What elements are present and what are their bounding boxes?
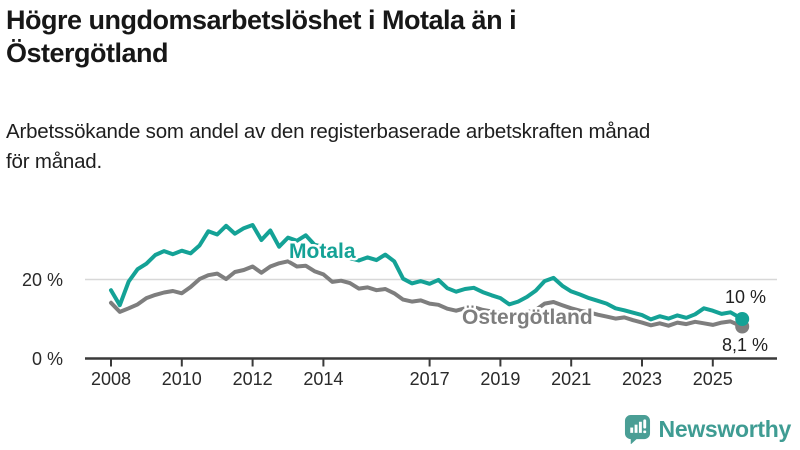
x-tick-label-2010: 2010 [162, 369, 202, 389]
motala-series-label: Motala [289, 240, 356, 263]
chart-subtitle: Arbetssökande som andel av den registerb… [6, 120, 651, 173]
newsworthy-wordmark: Newsworthy [658, 415, 792, 442]
ostergotland-series-label: Östergötland [462, 306, 593, 329]
x-tick-label-2023: 2023 [622, 369, 662, 389]
motala-line [109, 223, 745, 322]
page-title: Högre ungdomsarbetslöshet i Motala än i … [6, 5, 517, 68]
x-tick-label-2019: 2019 [480, 369, 520, 389]
x-tick-label-2021: 2021 [551, 369, 591, 389]
x-tick-label-2025: 2025 [693, 369, 733, 389]
y-tick-label-0: 0 % [32, 349, 63, 369]
ostergotland-end-value: 8,1 % [722, 335, 768, 355]
newsworthy-chart-bubble-icon [624, 415, 650, 444]
x-axis-ticks: 2008 2010 2012 2014 2017 2019 2021 2023 2025 [91, 358, 733, 389]
y-axis-labels: 20 % 0 % [22, 270, 63, 369]
motala-end-value: 10 % [725, 287, 766, 307]
x-tick-label-2014: 2014 [303, 369, 343, 389]
x-tick-label-2012: 2012 [233, 369, 273, 389]
ostergotland-line [109, 259, 745, 329]
x-tick-label-2017: 2017 [410, 369, 450, 389]
motala-end-dot [735, 312, 750, 326]
x-tick-label-2008: 2008 [91, 369, 131, 389]
newsworthy-branding: Newsworthy [624, 414, 791, 444]
y-tick-label-20: 20 % [22, 270, 63, 290]
